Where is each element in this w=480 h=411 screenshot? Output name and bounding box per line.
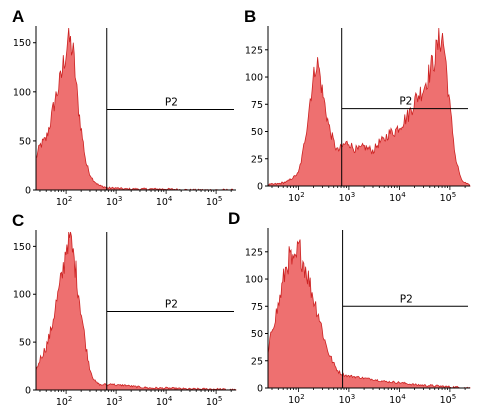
x-tick-label: 105	[206, 395, 223, 408]
x-tick-label: 104	[156, 395, 173, 408]
panel-letter: C	[12, 211, 24, 230]
x-tick-label: 103	[106, 395, 123, 408]
gate-label: P2	[399, 96, 412, 108]
histogram-area-d	[267, 239, 471, 389]
y-tick-label: 0	[25, 186, 31, 197]
x-tick-label: 102	[288, 191, 305, 204]
histogram-panel-c: C 0 50 100 150 102 103 104 105 P2	[12, 211, 237, 408]
panel-letter: D	[228, 209, 240, 228]
histogram-area-b	[267, 27, 471, 187]
x-tick-label: 102	[56, 195, 73, 208]
y-tick-label: 50	[19, 136, 31, 147]
y-tick-label: 125	[245, 247, 263, 258]
histogram-area-c	[35, 231, 237, 391]
y-tick-label: 150	[13, 242, 31, 253]
panel-letter: A	[12, 7, 24, 26]
x-tick-label: 105	[206, 195, 223, 208]
y-tick-label: 100	[245, 73, 263, 84]
gate-label: P2	[400, 293, 413, 305]
y-tick-label: 0	[257, 384, 263, 395]
x-tick-label: 102	[56, 395, 73, 408]
x-tick-label: 103	[339, 191, 356, 204]
y-tick-label: 50	[251, 329, 263, 340]
y-tick-label: 0	[25, 386, 31, 397]
y-tick-label: 75	[251, 100, 263, 111]
y-tick-label: 50	[19, 338, 31, 349]
panel-letter: B	[244, 7, 256, 26]
x-tick-label: 104	[156, 195, 173, 208]
gate-label: P2	[165, 96, 178, 108]
x-tick-label: 105	[440, 191, 457, 204]
x-tick-label: 103	[339, 393, 356, 406]
x-tick-label: 104	[389, 191, 406, 204]
gate-label: P2	[165, 298, 178, 310]
histogram-panel-a: A 0 50 100 150 102 103 104 105 P2	[12, 7, 236, 208]
y-tick-label: 25	[251, 154, 263, 165]
histogram-panel-d: D 0 25 50 75 100 125 102 103 104 105 P2	[228, 209, 471, 406]
x-tick-label: 102	[288, 393, 305, 406]
y-tick-label: 125	[245, 45, 263, 56]
y-tick-label: 150	[13, 38, 31, 49]
y-tick-label: 100	[13, 87, 31, 98]
y-tick-label: 0	[257, 182, 263, 193]
x-tick-label: 104	[389, 393, 406, 406]
x-tick-label: 105	[440, 393, 457, 406]
y-tick-label: 100	[245, 275, 263, 286]
y-tick-label: 75	[251, 302, 263, 313]
y-tick-label: 25	[251, 356, 263, 367]
x-tick-label: 103	[106, 195, 123, 208]
histogram-panel-b: B 0 25 50 75 100 125 102 103 104 105 P2	[244, 7, 471, 204]
y-tick-label: 50	[251, 127, 263, 138]
y-tick-label: 100	[13, 290, 31, 301]
